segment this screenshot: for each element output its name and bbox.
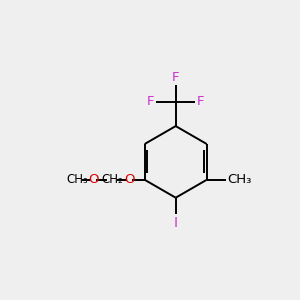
- Text: CH₃: CH₃: [227, 173, 252, 186]
- Text: F: F: [147, 95, 154, 108]
- Text: CH₂: CH₂: [101, 173, 123, 186]
- Text: O: O: [88, 173, 99, 186]
- Text: I: I: [174, 216, 178, 230]
- Text: F: F: [197, 95, 205, 108]
- Text: CH₃: CH₃: [66, 173, 88, 186]
- Text: F: F: [172, 71, 179, 84]
- Text: O: O: [124, 173, 135, 186]
